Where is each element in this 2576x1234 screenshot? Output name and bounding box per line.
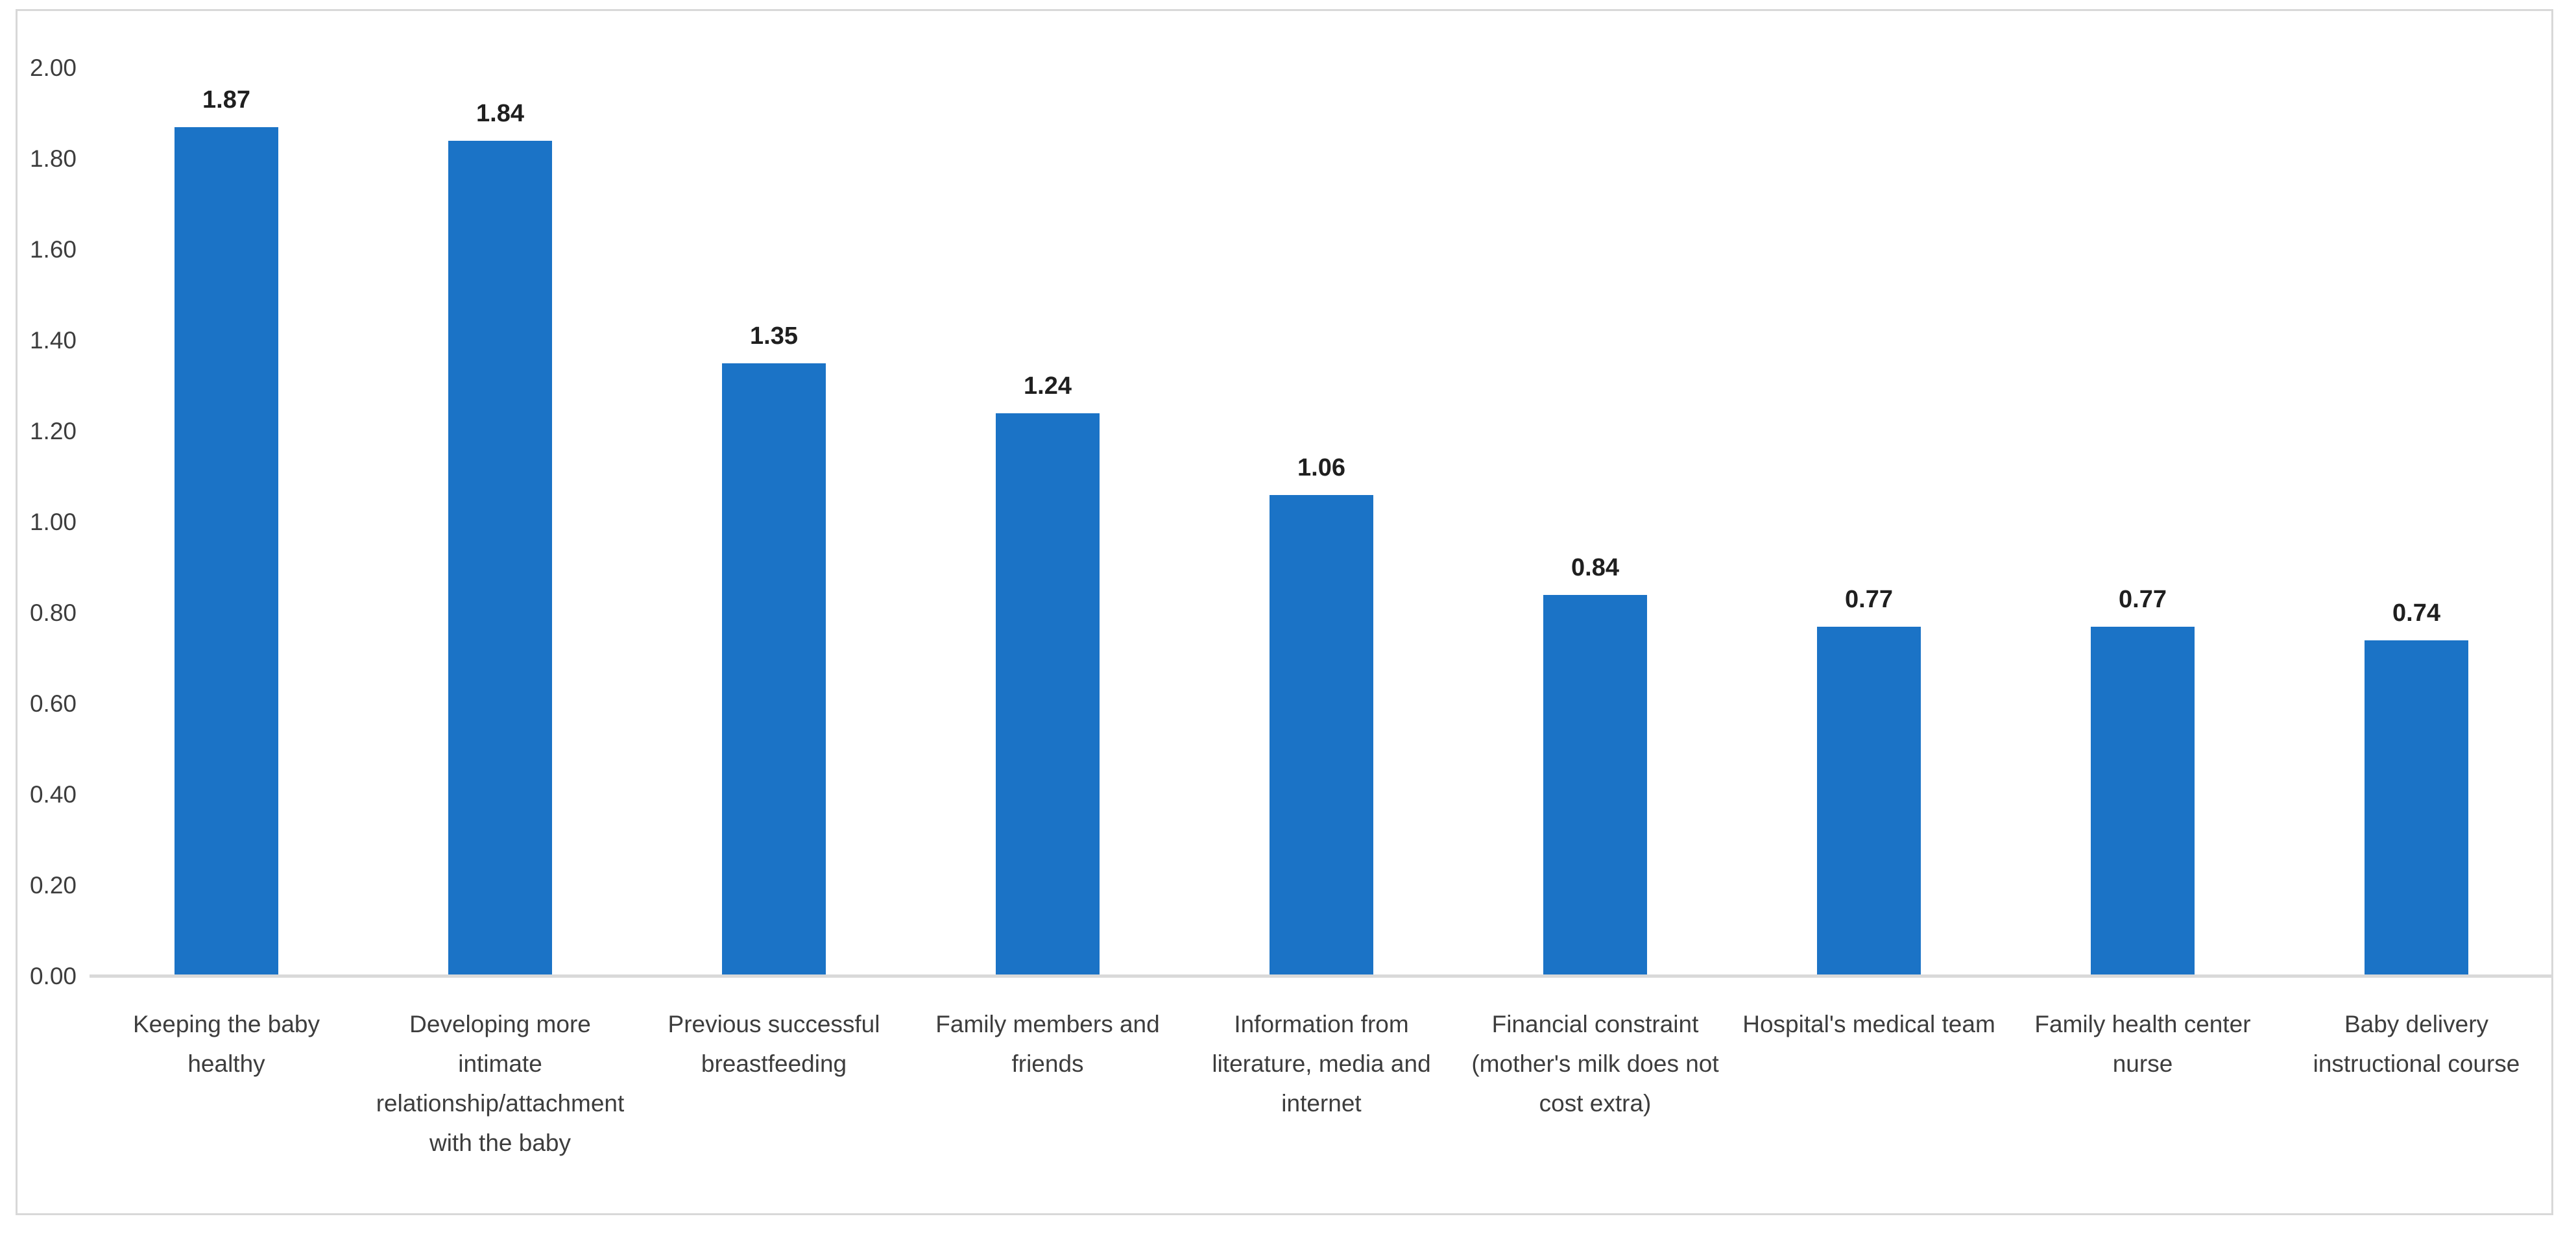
plot-area: 1.87 1.84 1.35 1.24 1.06 0.84 0.77 0.77 [90, 68, 2553, 976]
y-tick-label: 0.20 [29, 872, 77, 899]
bar-value-label: 1.24 [1024, 372, 1072, 400]
bar [1817, 627, 1921, 976]
category-label: Baby delivery instructional course [2313, 1011, 2520, 1077]
bar [996, 413, 1100, 976]
bar-slot: 1.84 [363, 68, 637, 976]
category-axis: Keeping the baby healthy Developing more… [90, 1004, 2553, 1163]
bar-slot: 0.77 [2006, 68, 2280, 976]
bar [2365, 640, 2468, 976]
bar [175, 127, 278, 976]
bar-slot: 1.87 [90, 68, 363, 976]
bar-slot: 1.24 [911, 68, 1185, 976]
bar-value-label: 0.77 [1845, 586, 1893, 613]
category-label: Keeping the baby healthy [132, 1011, 320, 1077]
bar [1270, 495, 1373, 976]
bar-value-label: 1.35 [750, 322, 798, 350]
bar-slot: 0.77 [1732, 68, 2006, 976]
category-label: Hospital's medical team [1742, 1011, 1995, 1037]
y-tick-label: 1.20 [29, 418, 77, 444]
bar-value-label: 1.06 [1297, 454, 1345, 481]
y-tick-label: 0.80 [29, 599, 77, 626]
bar [722, 363, 826, 976]
category-label: Previous successful breastfeeding [668, 1011, 880, 1077]
bar [448, 141, 552, 976]
y-tick-label: 2.00 [29, 54, 77, 81]
y-tick-label: 0.00 [29, 963, 77, 989]
bar-value-label: 0.74 [2392, 599, 2440, 627]
bar-value-label: 1.84 [476, 100, 524, 127]
bar-slot: 1.35 [637, 68, 911, 976]
y-tick-label: 0.40 [29, 781, 77, 808]
y-tick-label: 1.40 [29, 327, 77, 354]
y-tick-label: 1.60 [29, 236, 77, 263]
category-label: Family members and friends [935, 1011, 1160, 1077]
bar-slot: 1.06 [1185, 68, 1458, 976]
y-tick-label: 1.80 [29, 145, 77, 172]
x-axis-line [90, 974, 2553, 978]
bar-value-label: 1.87 [202, 86, 250, 114]
y-tick-label: 1.00 [29, 509, 77, 535]
category-label: Developing more intimate relationship/at… [376, 1011, 625, 1156]
y-tick-label: 0.60 [29, 690, 77, 717]
category-label: Family health center nurse [2034, 1011, 2251, 1077]
category-label: Information from literature, media and i… [1212, 1011, 1431, 1117]
bar-value-label: 0.77 [2119, 586, 2167, 613]
bar-slot: 0.84 [1458, 68, 1732, 976]
bar-slot: 0.74 [2280, 68, 2553, 976]
bar [2091, 627, 2195, 976]
bar [1543, 595, 1647, 976]
category-label: Financial constraint (mother's milk does… [1471, 1011, 1719, 1117]
bar-value-label: 0.84 [1571, 554, 1619, 581]
